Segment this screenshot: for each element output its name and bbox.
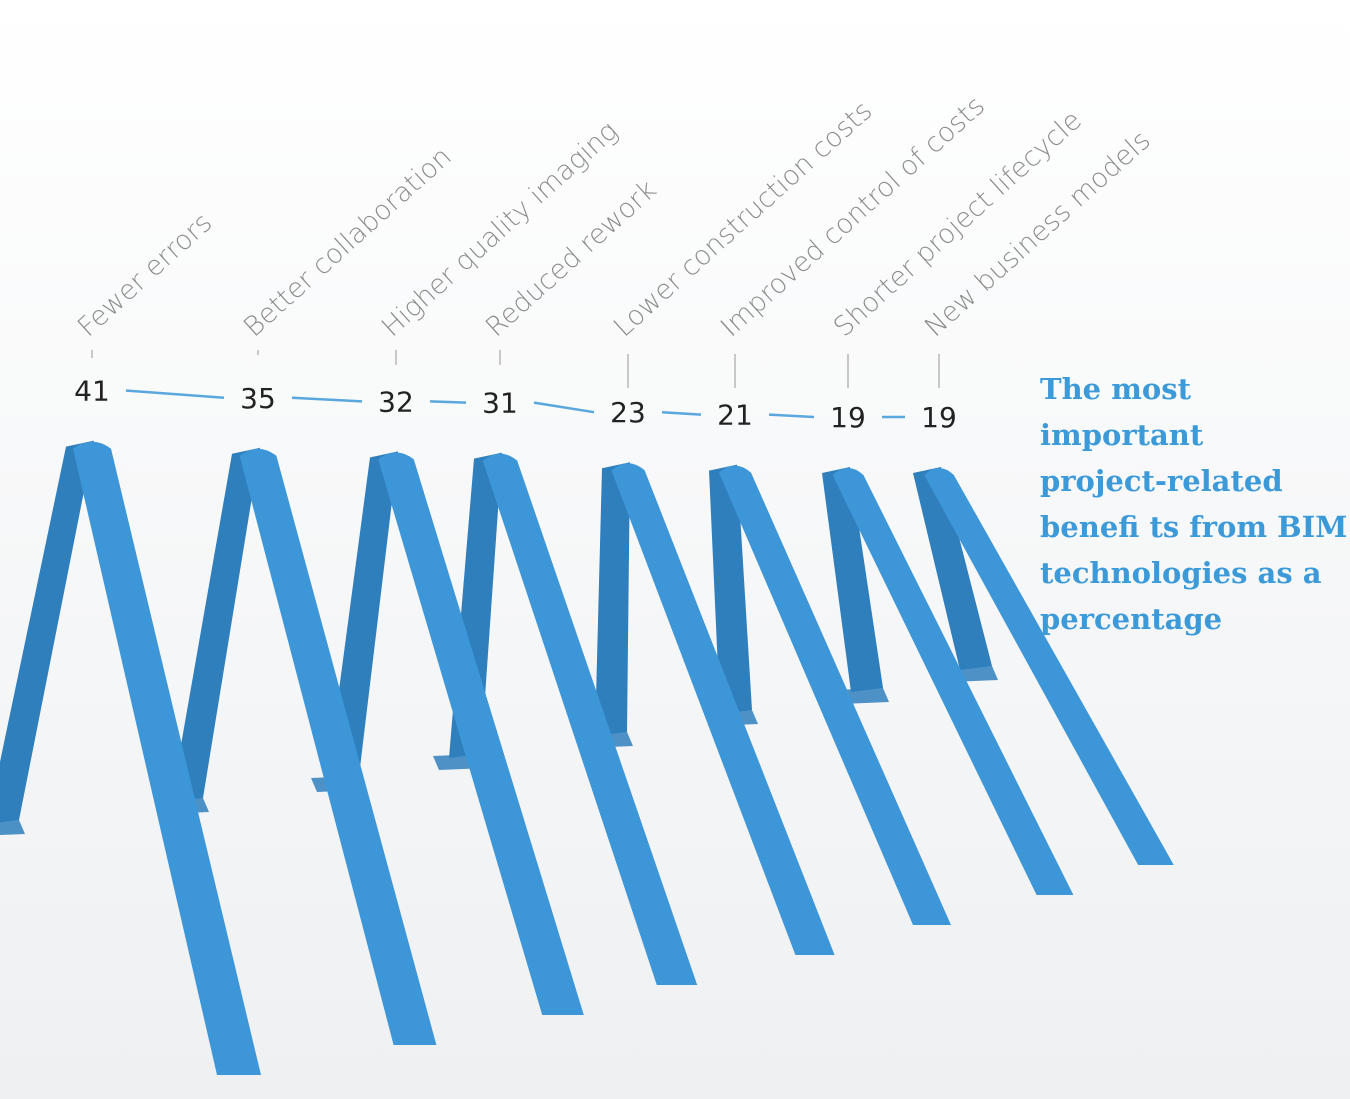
value-label: 31 — [482, 387, 518, 420]
ribbon-sculpture — [0, 440, 1174, 1076]
chart-title-line: technologies as a — [1040, 556, 1322, 590]
ribbon-front-strip — [924, 468, 1174, 865]
value-connector — [291, 396, 363, 403]
ribbon-front-strip — [719, 465, 951, 925]
ribbon-back-strip — [709, 464, 752, 714]
ribbon-back-strip — [595, 462, 630, 736]
ribbon-front-strip — [239, 448, 437, 1045]
value-connector — [661, 410, 702, 416]
value-label: 35 — [240, 382, 276, 415]
chart-title: The most important project-related benefi t… — [1040, 366, 1348, 642]
value-label: 21 — [717, 399, 753, 432]
value-label: 41 — [74, 375, 110, 408]
value-label: 19 — [921, 401, 957, 434]
value-labels: 41 35 32 31 23 21 19 19 — [74, 375, 957, 434]
category-ticks — [91, 350, 940, 388]
ribbon-front-strip — [73, 441, 261, 1076]
value-label: 23 — [610, 396, 646, 429]
value-connector — [429, 400, 467, 404]
ribbon-back-strip — [327, 451, 398, 780]
chart-title-line: The most — [1040, 372, 1191, 406]
value-label: 19 — [830, 401, 866, 434]
ribbon-front-strip — [378, 452, 584, 1015]
value-connector — [125, 389, 225, 400]
chart-title-line: benefi ts from BIM — [1040, 510, 1348, 544]
value-connector — [768, 413, 815, 419]
ribbon-front-strip — [832, 468, 1074, 895]
ribbon-back-strip — [913, 467, 992, 670]
ribbon-front-strip — [611, 463, 835, 955]
ribbon-back-strip — [822, 467, 883, 692]
value-label: 32 — [378, 385, 414, 418]
ribbon-back-strip — [171, 447, 260, 802]
chart-title-line: percentage — [1040, 602, 1223, 636]
chart-title-line: project-related — [1040, 464, 1283, 498]
value-connector — [533, 401, 595, 414]
value-connectors — [125, 389, 905, 419]
chart-title-line: important — [1040, 418, 1204, 452]
ribbon-foot — [0, 820, 25, 836]
ribbon-back-strip — [0, 440, 94, 823]
ribbon-front-strip — [482, 453, 698, 986]
